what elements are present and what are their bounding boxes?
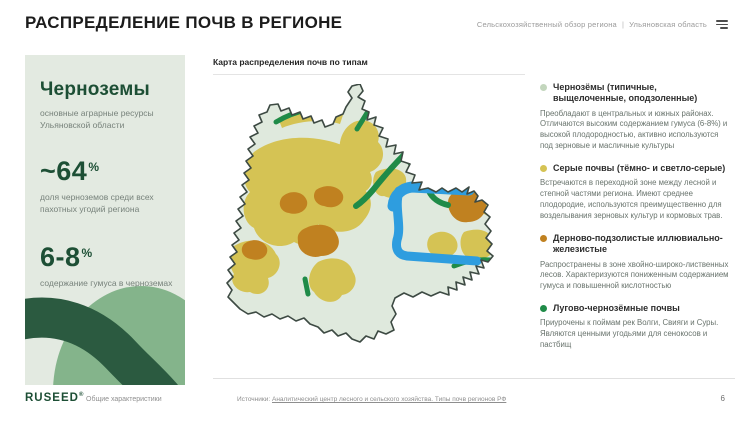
legend-item-meadow-chernozem: Лугово-чернозёмные почвы Приурочены к по…	[540, 303, 732, 351]
sources-prefix: Источники:	[237, 396, 271, 403]
footer-sources: Источники: Аналитический центр лесного и…	[237, 396, 506, 403]
soil-map	[226, 84, 494, 343]
divider	[213, 378, 735, 379]
chernozem-stats-card: Черноземы основные аграрные ресурсы Улья…	[25, 55, 185, 385]
page-title: РАСПРЕДЕЛЕНИЕ ПОЧВ В РЕГИОНЕ	[25, 13, 343, 32]
breadcrumb-right: Ульяновская область	[629, 20, 707, 29]
stat-value: ~64%	[40, 155, 100, 186]
legend-color-swatch	[540, 165, 547, 173]
legend-item-description: Распространены в зоне хвойно-широко-лист…	[540, 259, 729, 291]
grey-soils-areas	[229, 108, 493, 302]
stat-label: доля черноземов среди всех пахотных угод…	[40, 191, 154, 214]
footer-section-label: Общие характеристики	[86, 396, 162, 403]
legend-item-title: Серые почвы (тёмно- и светло-серые)	[553, 163, 726, 174]
map-legend: Чернозёмы (типичные, выщелоченные, оподз…	[540, 82, 732, 362]
hamburger-icon[interactable]	[716, 20, 728, 29]
sources-link[interactable]: Аналитический центр лесного и сельского …	[272, 396, 507, 403]
stat-value: 6-8%	[40, 241, 93, 272]
breadcrumb-separator: |	[621, 20, 625, 29]
legend-color-swatch	[540, 84, 547, 91]
legend-item-chernozem: Чернозёмы (типичные, выщелоченные, оподз…	[540, 82, 732, 152]
legend-color-swatch	[540, 305, 547, 313]
legend-item-sod-podzolic: Дерново-подзолистые иллювиально-железист…	[540, 233, 732, 292]
stat-block-share: ~64% доля черноземов среди всех пахотных…	[40, 156, 170, 216]
legend-item-description: Преобладают в центральных и южных района…	[540, 108, 728, 151]
header-meta: Сельскохозяйственный обзор региона | Ульян…	[477, 20, 728, 29]
card-title: Черноземы	[40, 79, 150, 100]
card-subtitle: основные аграрные ресурсы Ульяновской об…	[40, 108, 154, 130]
legend-item-title: Лугово-чернозёмные почвы	[553, 303, 680, 314]
hills-illustration	[25, 286, 185, 385]
breadcrumb: Сельскохозяйственный обзор региона | Ульян…	[477, 20, 707, 29]
legend-item-grey-soils: Серые почвы (тёмно- и светло-серые) Встр…	[540, 163, 732, 222]
legend-color-swatch	[540, 235, 547, 242]
breadcrumb-left: Сельскохозяйственный обзор региона	[476, 20, 617, 29]
stat-block-humus: 6-8% содержание гумуса в черноземах	[40, 241, 172, 290]
stat-label: содержание гумуса в черноземах	[40, 277, 173, 288]
divider	[213, 74, 525, 75]
river-areas	[387, 181, 482, 266]
ruseed-logo: RUSEED®	[25, 392, 84, 404]
region-outline	[226, 84, 494, 343]
map-panel-title: Карта распределения почв по типам	[213, 57, 368, 67]
legend-item-title: Чернозёмы (типичные, выщелоченные, оподз…	[553, 82, 698, 104]
legend-item-description: Встречаются в переходной зоне между лесн…	[540, 178, 723, 221]
legend-item-description: Приурочены к поймам рек Волги, Свияги и …	[540, 318, 719, 350]
legend-item-title: Дерново-подзолистые иллювиально-железист…	[553, 233, 723, 255]
percent-sign: %	[81, 245, 93, 260]
percent-sign: %	[88, 159, 100, 174]
registered-mark: ®	[78, 392, 84, 398]
page-number: 6	[720, 394, 725, 403]
